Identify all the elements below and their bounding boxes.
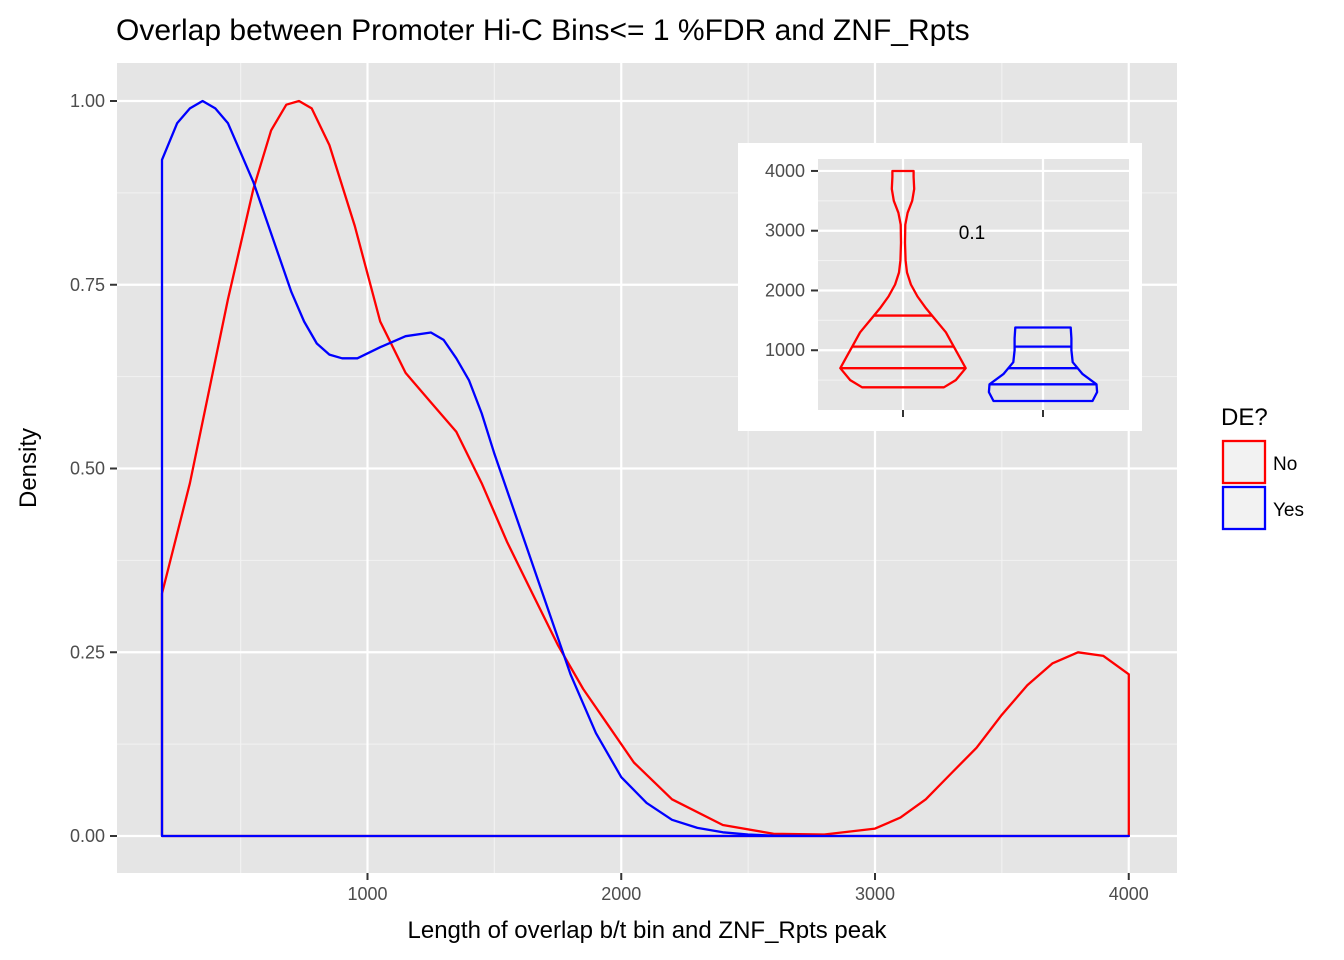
violin-no — [839, 169, 967, 389]
y-tick-label: 0.25 — [70, 642, 105, 662]
inset-violin-plot: 1000 2000 3000 4000 0.1 — [738, 143, 1142, 431]
legend: DE? No Yes — [1221, 404, 1304, 531]
y-axis: 0.00 0.25 0.50 0.75 1.00 — [70, 91, 117, 846]
y-tick-label: 1.00 — [70, 91, 105, 111]
legend-key-no — [1221, 439, 1267, 485]
y-axis-title: Density — [15, 428, 42, 508]
violin-yes — [987, 326, 1099, 403]
inset-y-axis: 1000 2000 3000 4000 — [765, 161, 818, 360]
legend-title: DE? — [1221, 404, 1268, 431]
legend-label-yes: Yes — [1273, 500, 1304, 521]
y-tick-label: 0.00 — [70, 826, 105, 846]
y-tick-label: 0.50 — [70, 459, 105, 479]
x-axis: 1000 2000 3000 4000 — [347, 873, 1149, 904]
inset-violins — [839, 169, 1099, 403]
inset-y-tick-label: 4000 — [765, 161, 805, 181]
legend-label-no: No — [1273, 454, 1297, 475]
inset-x-axis — [902, 410, 1044, 417]
density-series — [160, 99, 1130, 838]
x-tick-label: 4000 — [1109, 884, 1149, 904]
density-curve-yes — [160, 99, 1130, 838]
inset-y-tick-label: 3000 — [765, 221, 805, 241]
p-value-annotation: 0.1 — [959, 223, 985, 244]
y-tick-label: 0.75 — [70, 275, 105, 295]
x-tick-label: 1000 — [347, 884, 387, 904]
inset-y-tick-label: 1000 — [765, 340, 805, 360]
x-tick-label: 3000 — [855, 884, 895, 904]
legend-key-yes — [1221, 485, 1267, 531]
x-tick-label: 2000 — [601, 884, 641, 904]
inset-y-tick-label: 2000 — [765, 280, 805, 300]
chart-title: Overlap between Promoter Hi-C Bins<= 1 %… — [116, 14, 970, 47]
density-curve-no — [160, 99, 1130, 838]
x-axis-title: Length of overlap b/t bin and ZNF_Rpts p… — [408, 917, 888, 944]
